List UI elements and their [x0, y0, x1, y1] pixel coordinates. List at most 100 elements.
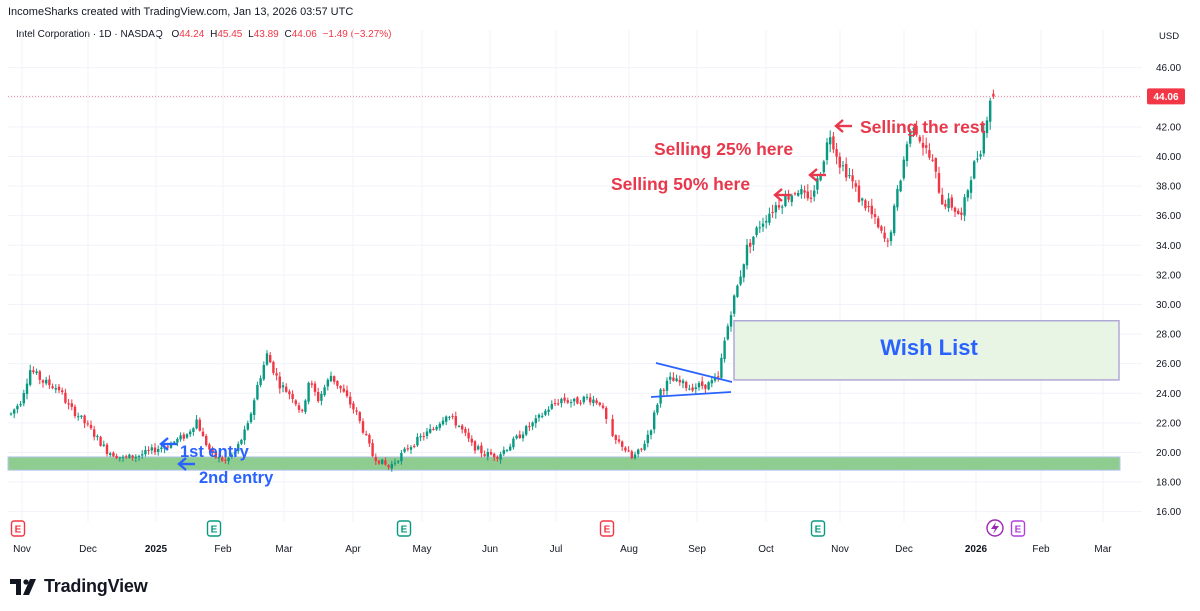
candle-body — [153, 447, 157, 453]
candle-body — [73, 406, 77, 417]
candle-body — [208, 444, 211, 450]
candle-body — [864, 200, 867, 209]
candle-body — [893, 205, 896, 234]
candle-body — [582, 396, 585, 403]
candle-body — [704, 384, 707, 389]
candle-body — [509, 446, 512, 451]
y-tick-label: 36.00 — [1156, 211, 1181, 222]
candle-body — [182, 434, 185, 439]
candle-body — [70, 403, 73, 407]
currency-label: USD — [1159, 31, 1179, 42]
candle-body — [262, 364, 265, 380]
x-tick-label: Nov — [831, 544, 849, 555]
candle-body — [505, 450, 509, 452]
candle-body — [848, 175, 851, 177]
time-axis[interactable]: Nov Dec 2025 Feb Mar Apr May Jun Jul Aug Sep Oct Nov… — [13, 544, 1112, 555]
candle-body — [931, 159, 934, 161]
candle-body — [441, 420, 445, 425]
candle-body — [413, 445, 416, 447]
candle-body — [169, 443, 173, 448]
candle-body — [643, 443, 646, 450]
y-tick-label: 34.00 — [1156, 241, 1181, 252]
candle-body — [688, 388, 691, 390]
candle-body — [473, 441, 477, 451]
candle-body — [445, 416, 448, 422]
candle-body — [857, 185, 861, 202]
candle-body — [336, 381, 339, 386]
candle-body — [921, 142, 925, 148]
candle-body — [691, 387, 694, 391]
earnings-marker-label: E — [1015, 525, 1022, 536]
candle-body — [953, 207, 957, 212]
tradingview-logo[interactable]: TradingView — [10, 576, 148, 597]
candle-body — [601, 405, 605, 408]
candle-body — [896, 188, 899, 208]
candle-body — [605, 407, 608, 419]
candle-body — [432, 429, 435, 431]
candle-body — [550, 404, 553, 409]
candle-body — [35, 371, 38, 374]
candle-body — [579, 402, 582, 404]
annotation-2nd-entry: 2nd entry — [199, 469, 274, 487]
candle-body — [32, 370, 35, 373]
low-value: 43.89 — [253, 29, 279, 40]
candle-body — [845, 163, 848, 178]
candle-body — [928, 150, 931, 158]
candle-body — [406, 448, 409, 450]
candle-body — [918, 136, 921, 142]
candle-body — [537, 414, 541, 418]
candle-body — [653, 412, 656, 430]
candle-body — [761, 223, 765, 227]
candle-body — [765, 221, 768, 223]
candle-body — [211, 448, 214, 453]
x-tick-label: Aug — [620, 544, 638, 555]
candle-body — [176, 438, 179, 443]
candle-body — [886, 240, 889, 242]
y-tick-label: 18.00 — [1156, 478, 1181, 489]
x-tick-label: Mar — [1094, 544, 1112, 555]
candle-body — [253, 400, 256, 415]
candle-body — [93, 429, 96, 437]
candle-body — [669, 376, 672, 380]
arrow-2nd-entry — [177, 457, 195, 471]
candle-body — [733, 295, 736, 314]
candle-body — [576, 397, 579, 404]
annotation-selling-25: Selling 25% here — [654, 139, 793, 159]
triangle-upper-line — [655, 362, 733, 383]
candle-body — [560, 398, 563, 404]
symbol-name: Intel Corporation · 1D · NASDAQ — [16, 29, 163, 40]
candle-body — [16, 405, 19, 410]
candle-body — [352, 403, 355, 410]
candle-body — [54, 388, 57, 390]
candle-body — [797, 192, 800, 196]
candle-body — [697, 383, 701, 388]
zones — [7, 319, 1121, 471]
candle-body — [141, 454, 144, 456]
y-tick-label: 46.00 — [1156, 63, 1181, 74]
candle-body — [265, 353, 269, 365]
candle-body — [989, 100, 992, 122]
candle-body — [240, 439, 243, 444]
annotation-wish-list: Wish List — [880, 335, 978, 360]
candle-body — [944, 203, 947, 207]
candle-body — [950, 197, 953, 208]
candle-body — [979, 154, 982, 157]
candle-body — [285, 386, 288, 392]
last-price-badge — [1147, 88, 1185, 105]
price-axis[interactable]: 16.00 18.00 20.00 22.00 24.00 26.00 28.00 30.00… — [1147, 31, 1185, 518]
y-tick-label: 16.00 — [1156, 507, 1181, 518]
candle-body — [838, 156, 841, 168]
y-tick-label: 20.00 — [1156, 448, 1181, 459]
candle-body — [720, 357, 723, 378]
candle-body — [902, 159, 905, 179]
candle-body — [86, 423, 89, 425]
tradingview-logo-icon — [10, 578, 36, 595]
candle-body — [774, 205, 777, 213]
candle-body — [646, 434, 649, 444]
candle-body — [521, 434, 525, 439]
x-tick-label: Apr — [345, 544, 361, 555]
annotation-selling-rest: Selling the rest — [860, 117, 986, 137]
candle-body — [25, 383, 29, 395]
candle-body — [723, 340, 726, 360]
